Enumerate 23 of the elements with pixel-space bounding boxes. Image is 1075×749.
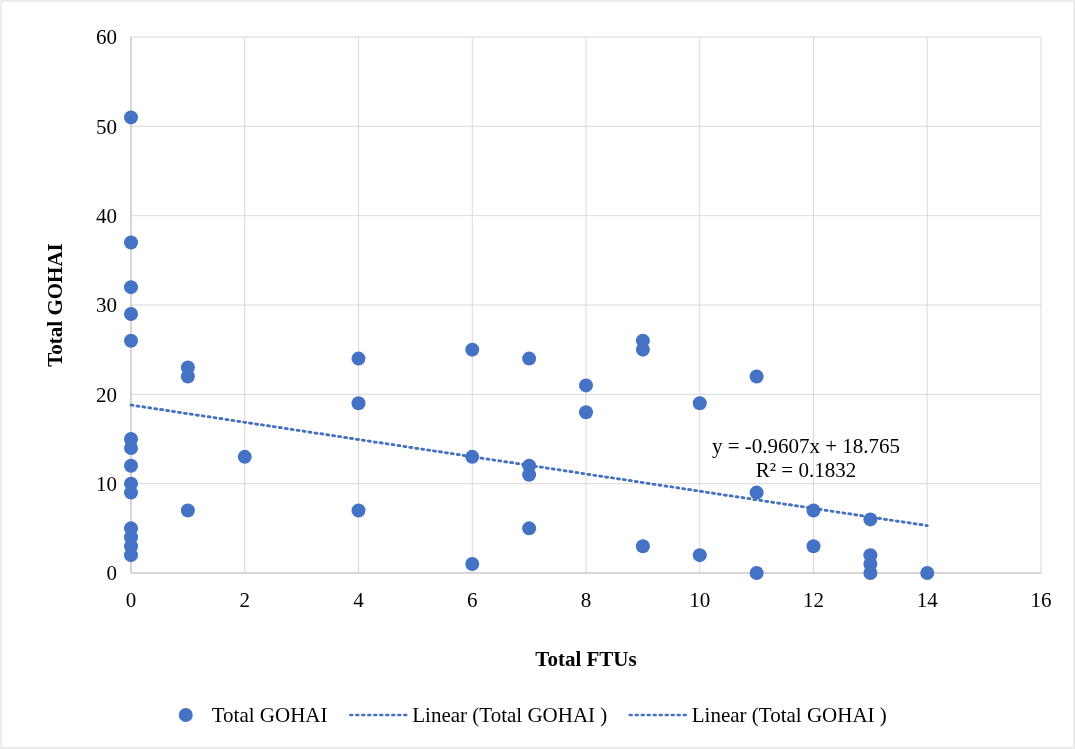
x-axis-title: Total FTUs [535,647,637,671]
y-tick-label: 60 [96,25,117,50]
legend-label: Linear (Total GOHAI ) [412,703,608,728]
legend-label: Total GOHAI [211,703,328,728]
y-tick-label: 0 [106,561,117,586]
y-tick-label: 40 [96,204,117,229]
y-tick-label: 50 [96,114,117,139]
annotation: R² = 0.1832 [755,458,857,482]
x-tick-label: 16 [1030,588,1052,612]
y-axis-title: Total GOHAI [43,243,67,367]
y-tick-label: 30 [96,293,117,318]
x-tick-label: 2 [239,588,250,612]
annotation: y = -0.9607x + 18.765 [711,434,901,458]
x-tick-label: 0 [125,588,137,612]
x-tick-label: 12 [803,588,824,612]
y-tick-label: 10 [96,472,117,497]
y-tick-label: 20 [96,382,117,407]
x-tick-label: 10 [689,588,711,612]
legend-label: Linear (Total GOHAI ) [691,703,887,728]
x-tick-label: 14 [916,588,939,612]
x-tick-label: 4 [353,588,365,612]
x-tick-label: 8 [580,588,592,612]
x-tick-label: 6 [467,588,478,612]
